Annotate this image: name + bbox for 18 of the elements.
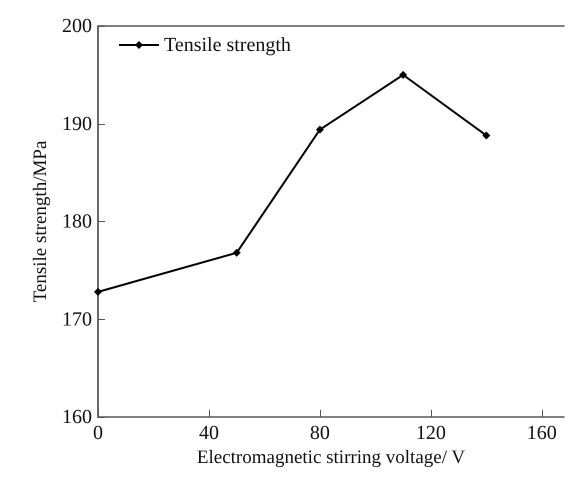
y-tick-label: 170 — [62, 308, 92, 330]
y-axis-title: Tensile strength/MPa — [30, 140, 51, 302]
point — [482, 131, 490, 140]
x-tick-label: 80 — [310, 422, 330, 444]
x-tick-label: 40 — [198, 422, 219, 444]
y-tick-label: 180 — [62, 210, 92, 232]
x-axis-title: Electromagnetic stirring voltage/ V — [196, 446, 466, 468]
x-tick-label: 160 — [526, 422, 557, 444]
y-tick-label: 160 — [62, 406, 92, 428]
point — [94, 288, 102, 296]
legend-label: Tensile strength — [164, 34, 291, 56]
y-tick-label: 200 — [62, 15, 92, 37]
y-tick-label: 190 — [62, 112, 92, 135]
x-tick-label: 120 — [416, 422, 446, 444]
point — [232, 248, 241, 257]
x-tick-label: 0 — [93, 422, 103, 444]
point — [399, 70, 408, 79]
point — [316, 126, 324, 134]
